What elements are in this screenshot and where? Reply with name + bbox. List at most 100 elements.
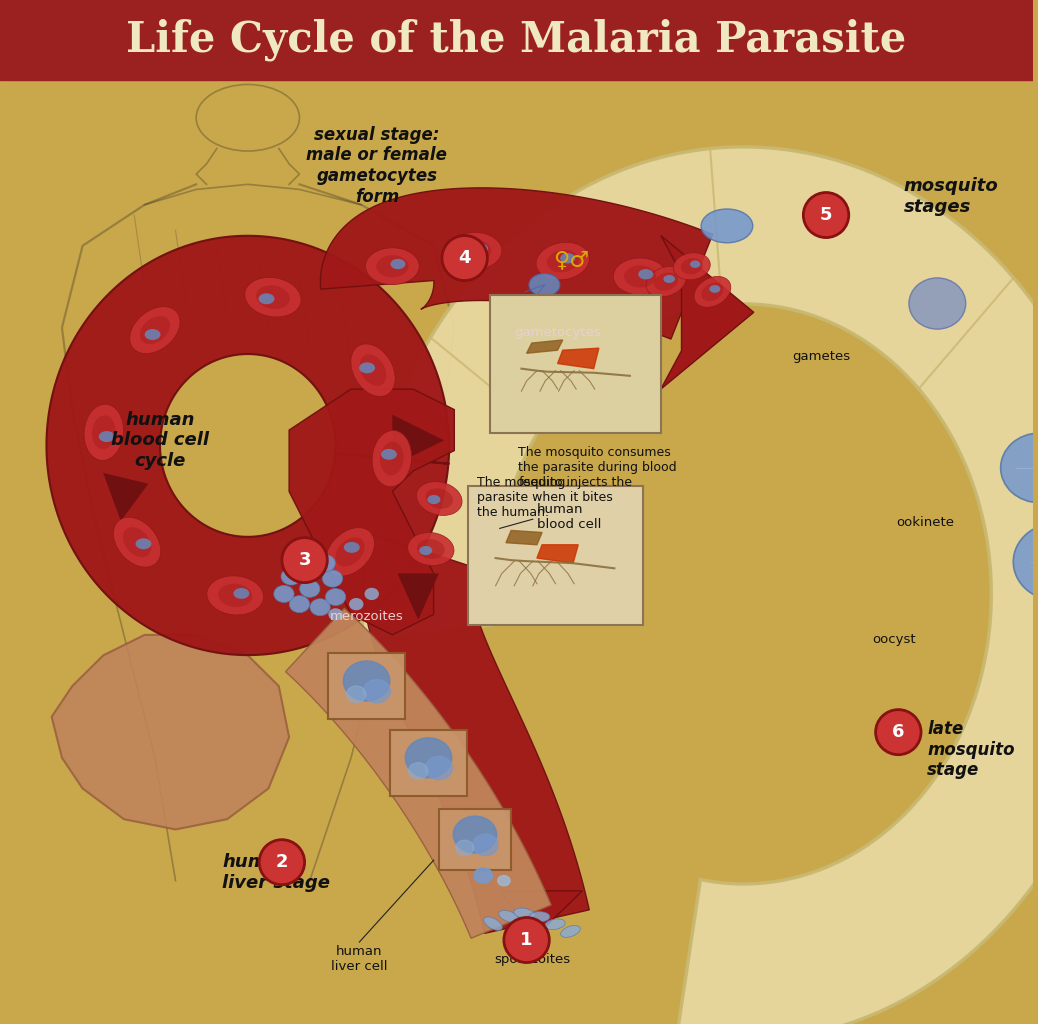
Ellipse shape [409, 763, 428, 779]
Text: 2: 2 [276, 853, 289, 871]
Ellipse shape [909, 278, 965, 329]
Ellipse shape [690, 260, 701, 268]
Polygon shape [661, 236, 754, 389]
Ellipse shape [613, 258, 667, 295]
Ellipse shape [408, 532, 454, 565]
Circle shape [442, 236, 488, 281]
Text: sexual stage:
male or female
gametocytes
form: sexual stage: male or female gametocytes… [306, 126, 447, 206]
Text: 1: 1 [520, 931, 532, 949]
Ellipse shape [702, 283, 723, 301]
Text: 5: 5 [820, 206, 832, 224]
Ellipse shape [681, 258, 703, 274]
Circle shape [282, 538, 327, 583]
Ellipse shape [561, 926, 580, 937]
Ellipse shape [448, 232, 501, 269]
Ellipse shape [456, 840, 473, 856]
Ellipse shape [323, 570, 343, 587]
Ellipse shape [372, 430, 411, 486]
Text: gametes: gametes [792, 350, 850, 362]
Ellipse shape [136, 539, 152, 549]
Ellipse shape [1013, 523, 1038, 601]
Text: 6: 6 [892, 723, 904, 741]
Ellipse shape [473, 244, 488, 254]
Ellipse shape [344, 662, 390, 700]
Ellipse shape [274, 586, 294, 602]
Ellipse shape [284, 558, 304, 574]
Ellipse shape [207, 575, 264, 615]
Ellipse shape [646, 266, 686, 297]
Ellipse shape [258, 293, 274, 304]
Text: 3: 3 [298, 551, 310, 569]
Circle shape [503, 918, 549, 963]
Ellipse shape [310, 599, 330, 615]
Text: human
liver stage: human liver stage [222, 853, 330, 892]
Polygon shape [557, 348, 599, 369]
Text: oocyst: oocyst [873, 634, 917, 646]
Polygon shape [537, 545, 578, 563]
Ellipse shape [545, 919, 566, 930]
Ellipse shape [113, 517, 161, 567]
Ellipse shape [419, 546, 432, 555]
Ellipse shape [654, 272, 678, 291]
Polygon shape [52, 635, 290, 829]
Ellipse shape [459, 240, 491, 262]
Ellipse shape [326, 527, 375, 577]
Text: 4: 4 [459, 249, 471, 267]
Polygon shape [103, 473, 148, 521]
Ellipse shape [428, 495, 440, 504]
Text: late
mosquito
stage: late mosquito stage [927, 720, 1015, 779]
Ellipse shape [328, 608, 343, 621]
Ellipse shape [417, 539, 444, 559]
Ellipse shape [144, 329, 161, 340]
Ellipse shape [638, 269, 653, 280]
Ellipse shape [347, 686, 366, 702]
Ellipse shape [1001, 433, 1038, 503]
Ellipse shape [416, 481, 462, 515]
Bar [439, 809, 511, 870]
Ellipse shape [300, 581, 320, 597]
FancyBboxPatch shape [468, 486, 644, 625]
Ellipse shape [376, 255, 409, 278]
Ellipse shape [380, 441, 404, 475]
Ellipse shape [426, 488, 453, 509]
Text: human
liver cell: human liver cell [331, 945, 387, 974]
Polygon shape [290, 389, 455, 635]
Ellipse shape [364, 588, 379, 600]
Ellipse shape [234, 588, 249, 599]
Text: mosquito
stages: mosquito stages [903, 177, 999, 216]
Ellipse shape [536, 243, 590, 280]
Ellipse shape [360, 354, 386, 386]
Ellipse shape [349, 598, 363, 610]
Circle shape [876, 710, 921, 755]
Text: Life Cycle of the Malaria Parasite: Life Cycle of the Malaria Parasite [127, 18, 906, 61]
Ellipse shape [694, 276, 731, 307]
Text: ookinete: ookinete [896, 516, 954, 528]
Ellipse shape [624, 265, 656, 288]
Ellipse shape [498, 910, 518, 923]
Ellipse shape [701, 209, 753, 243]
Ellipse shape [359, 362, 375, 374]
Ellipse shape [426, 757, 453, 779]
Ellipse shape [561, 253, 575, 263]
Polygon shape [321, 187, 713, 339]
Ellipse shape [130, 306, 180, 353]
Ellipse shape [709, 285, 720, 293]
Ellipse shape [365, 248, 419, 285]
Polygon shape [361, 146, 1038, 1024]
Text: The mosquito consumes
the parasite during blood
feeding.: The mosquito consumes the parasite durin… [518, 446, 677, 489]
Ellipse shape [405, 737, 452, 778]
Ellipse shape [472, 834, 498, 856]
Polygon shape [363, 534, 590, 933]
Text: merozoites: merozoites [330, 610, 404, 623]
Ellipse shape [335, 538, 364, 566]
Ellipse shape [344, 542, 360, 553]
Ellipse shape [529, 273, 559, 296]
Polygon shape [526, 340, 563, 353]
Ellipse shape [290, 596, 309, 612]
Circle shape [803, 193, 849, 238]
Text: gametocytes: gametocytes [514, 327, 601, 339]
Ellipse shape [245, 278, 301, 317]
Bar [390, 729, 467, 797]
Ellipse shape [363, 680, 390, 702]
Ellipse shape [513, 313, 544, 336]
